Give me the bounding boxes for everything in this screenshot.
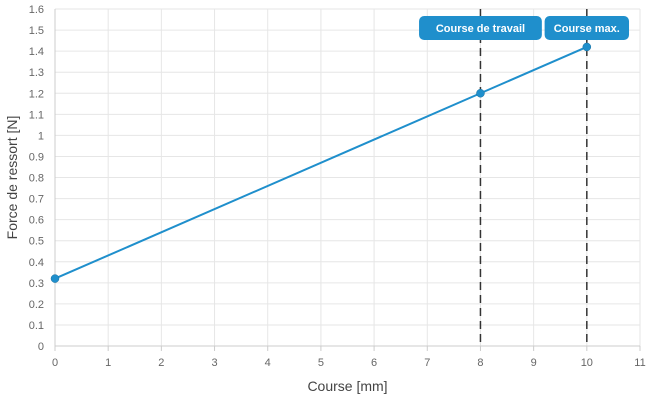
marker-label-text: Course de travail <box>436 23 525 35</box>
x-tick-label: 11 <box>634 357 645 369</box>
marker-label-badge <box>419 16 542 40</box>
x-tick-label: 10 <box>581 357 593 369</box>
x-axis-title: Course [mm] <box>307 378 387 394</box>
y-tick-label: 1.3 <box>29 67 44 79</box>
x-tick-label: 8 <box>477 357 483 369</box>
x-tick-label: 2 <box>158 357 164 369</box>
y-tick-label: 1.2 <box>29 88 44 100</box>
data-point[interactable] <box>50 274 60 283</box>
vertical-markers <box>479 9 588 346</box>
y-tick-label: 0.7 <box>29 194 44 206</box>
data-point[interactable] <box>582 42 592 52</box>
y-tick-label: 0.9 <box>29 151 44 163</box>
y-tick-label: 0 <box>38 341 44 353</box>
marker-label: Course de travail <box>419 16 542 40</box>
y-tick-label: 0.2 <box>29 299 44 311</box>
y-tick-label: 1.4 <box>29 46 44 58</box>
marker-label-badge <box>544 16 630 40</box>
x-tick-label: 9 <box>531 357 537 369</box>
y-tick-label: 0.3 <box>29 278 44 290</box>
y-tick-label: 1.6 <box>29 4 44 16</box>
x-tick-label: 0 <box>52 357 58 369</box>
y-tick-label: 0.4 <box>29 257 44 269</box>
y-tick-label: 0.8 <box>29 173 44 185</box>
y-axis-title: Force de ressort [N] <box>4 116 20 240</box>
marker-label-text: Course max. <box>554 23 620 35</box>
x-tick-label: 1 <box>105 357 111 369</box>
y-tick-label: 1.1 <box>29 109 44 121</box>
x-tick-label: 7 <box>424 357 430 369</box>
y-tick-label: 0.5 <box>29 236 44 248</box>
x-tick-label: 5 <box>318 357 324 369</box>
x-tick-label: 6 <box>371 357 377 369</box>
x-tick-label: 4 <box>265 357 271 369</box>
y-tick-label: 0.6 <box>29 215 44 227</box>
y-tick-label: 1 <box>38 130 44 142</box>
data-point[interactable] <box>476 89 485 98</box>
y-tick-label: 1.5 <box>29 25 44 37</box>
axes: 0 1 2 3 4 5 6 7 8 9 10 11 0 0.1 0.2 0.3 0.4 0.5 0.6 0.7 0.8 0… <box>29 4 646 369</box>
x-tick-label: 3 <box>211 357 217 369</box>
grid <box>54 8 641 347</box>
y-tick-label: 0.1 <box>29 320 44 332</box>
marker-label: Course max. <box>544 16 630 40</box>
series <box>50 42 592 283</box>
marker-labels: Course de travail Course max. <box>419 16 630 40</box>
